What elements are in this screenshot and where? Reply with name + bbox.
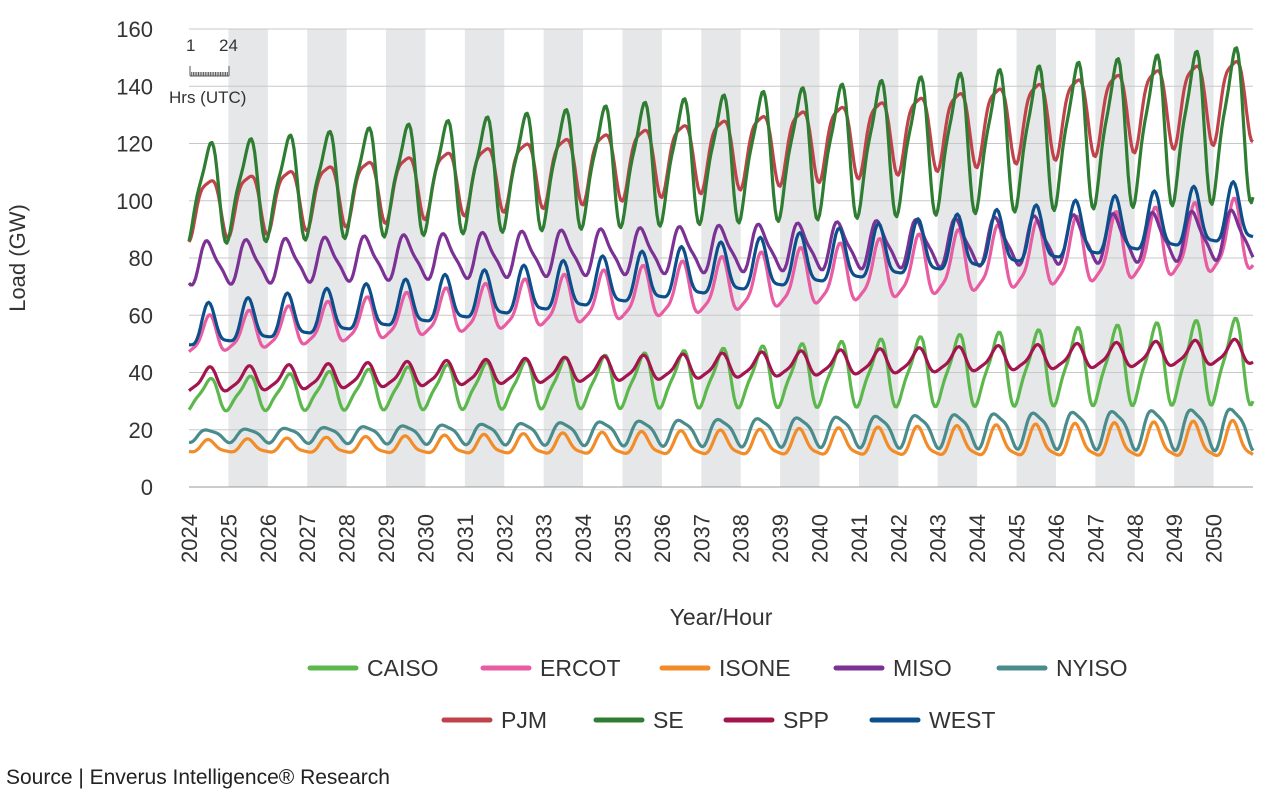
y-tick-label: 0: [141, 475, 153, 500]
series-line-miso: [187, 208, 1255, 287]
y-tick-label: 80: [129, 246, 153, 271]
inset-caption: Hrs (UTC): [169, 88, 246, 107]
y-tick-label: 40: [129, 361, 153, 386]
legend-item-isone: ISONE: [659, 655, 791, 681]
legend: CAISO ERCOT ISONE MISO NYISO PJM SE SPP WEST: [307, 655, 1128, 733]
x-tick-label-2031: 2031: [453, 514, 478, 563]
legend-label: NYISO: [1056, 655, 1128, 681]
series-line-nyiso: [188, 407, 1255, 453]
y-tick-label: 60: [129, 303, 153, 328]
x-tick-label-2048: 2048: [1123, 514, 1148, 563]
x-tick-label-2046: 2046: [1044, 514, 1069, 563]
x-tick-label-2027: 2027: [295, 514, 320, 563]
series-line-west: [188, 180, 1254, 347]
source-note: Source | Enverus Intelligence® Research: [6, 766, 390, 789]
legend-label: WEST: [929, 707, 995, 733]
x-tick-label-2036: 2036: [650, 514, 675, 563]
legend-item-nyiso: NYISO: [996, 655, 1128, 681]
x-axis-ticks: 2024 2025 2026 2027 2028 2029 2030 2031 2032 2033…: [177, 514, 1227, 563]
y-tick-label: 20: [129, 418, 153, 443]
series-line-pjm: [187, 59, 1254, 243]
x-tick-label-2039: 2039: [768, 514, 793, 563]
x-tick-label-2043: 2043: [926, 514, 951, 563]
legend-item-miso: MISO: [833, 655, 952, 681]
x-tick-label-2034: 2034: [571, 514, 596, 563]
x-tick-label-2033: 2033: [532, 514, 557, 563]
y-axis-ticks: 0 20 40 60 80 100 120 140 160: [116, 17, 153, 500]
y-axis-label: Load (GW): [5, 204, 30, 312]
legend-item-west: WEST: [869, 707, 995, 733]
legend-item-spp: SPP: [723, 707, 829, 733]
x-tick-label-2025: 2025: [216, 514, 241, 563]
legend-label: PJM: [501, 707, 547, 733]
x-tick-label-2041: 2041: [847, 514, 872, 563]
series-line-spp: [187, 337, 1254, 393]
y-tick-label: 140: [116, 74, 153, 99]
series-line-caiso: [187, 316, 1255, 413]
x-tick-label-2026: 2026: [256, 514, 281, 563]
legend-item-ercot: ERCOT: [480, 655, 621, 681]
x-tick-label-2038: 2038: [729, 514, 754, 563]
legend-item-se: SE: [593, 707, 684, 733]
x-tick-label-2030: 2030: [413, 514, 438, 563]
x-tick-label-2047: 2047: [1083, 514, 1108, 563]
x-tick-label-2044: 2044: [965, 514, 990, 563]
series-lines: [187, 46, 1255, 458]
x-axis-label: Year/Hour: [670, 604, 773, 630]
x-tick-label-2032: 2032: [492, 514, 517, 563]
y-tick-label: 120: [116, 132, 153, 157]
inset-end-label: 24: [219, 36, 238, 55]
inset-hour-scale: 1 24 Hrs (UTC): [169, 36, 246, 107]
x-tick-label-2037: 2037: [689, 514, 714, 563]
x-tick-label-2024: 2024: [177, 514, 202, 563]
inset-start-label: 1: [186, 36, 195, 55]
legend-item-pjm: PJM: [441, 707, 547, 733]
x-tick-label-2040: 2040: [808, 514, 833, 563]
legend-item-caiso: CAISO: [307, 655, 439, 681]
inset-ruler: [189, 66, 230, 77]
legend-label: ERCOT: [540, 655, 621, 681]
y-tick-label: 100: [116, 189, 153, 214]
x-tick-label-2050: 2050: [1202, 514, 1227, 563]
x-tick-label-2042: 2042: [886, 514, 911, 563]
x-tick-label-2028: 2028: [335, 514, 360, 563]
legend-label: SE: [653, 707, 684, 733]
legend-label: ISONE: [719, 655, 791, 681]
legend-label: SPP: [783, 707, 829, 733]
y-tick-label: 160: [116, 17, 153, 42]
legend-label: CAISO: [367, 655, 439, 681]
x-tick-label-2035: 2035: [610, 514, 635, 563]
series-line-isone: [188, 418, 1254, 458]
x-tick-label-2049: 2049: [1162, 514, 1187, 563]
x-tick-label-2029: 2029: [374, 514, 399, 563]
x-tick-label-2045: 2045: [1005, 514, 1030, 563]
legend-label: MISO: [893, 655, 952, 681]
series-line-se: [187, 46, 1255, 245]
